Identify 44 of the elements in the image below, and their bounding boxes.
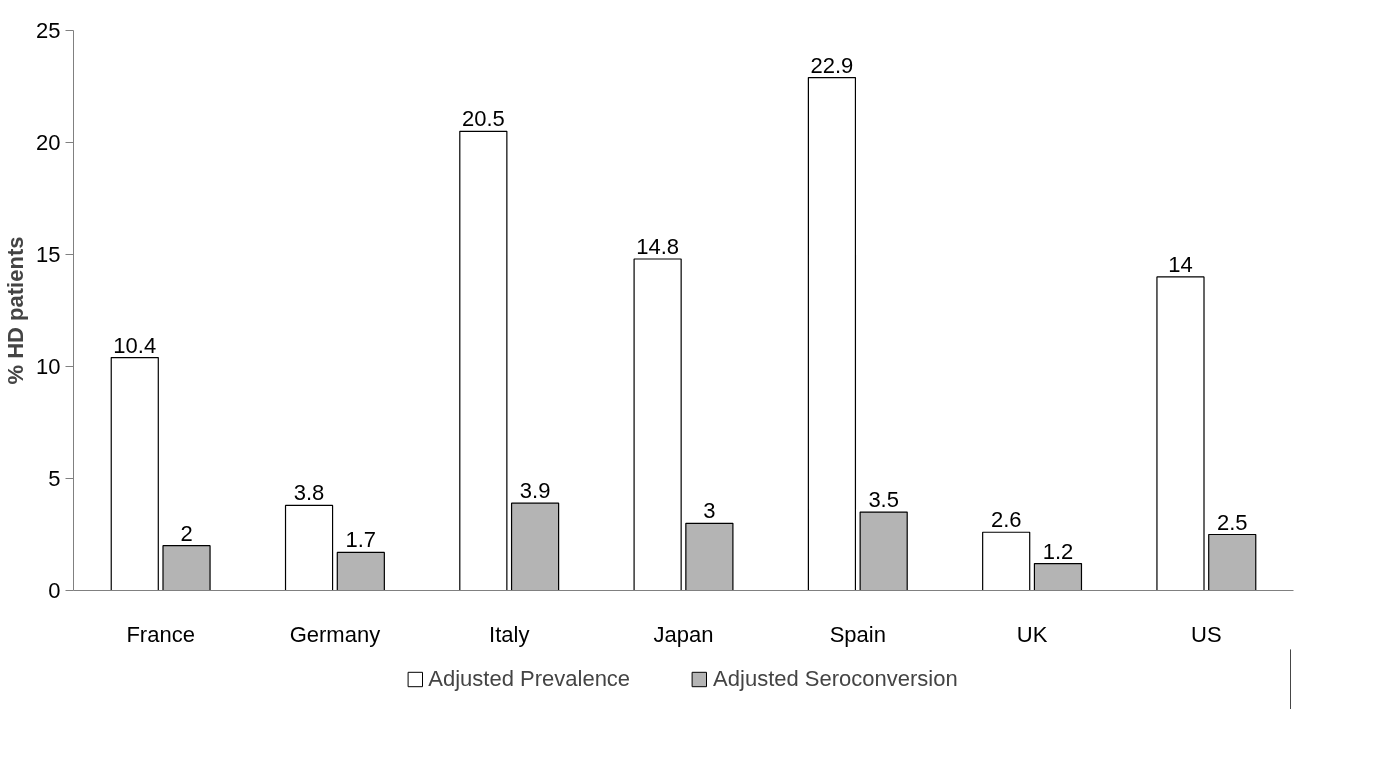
- data-label: 2.5: [1216, 509, 1248, 535]
- bar: [807, 76, 857, 591]
- data-label: 3.9: [519, 478, 551, 504]
- data-label: 2: [180, 520, 193, 546]
- legend-label: Adjusted Seroconversion: [713, 666, 958, 692]
- data-label: 14: [1168, 251, 1193, 277]
- y-tick-label: 15: [36, 242, 61, 267]
- data-label: 3: [703, 498, 716, 524]
- bar: [1208, 533, 1257, 591]
- bar: [510, 502, 560, 591]
- x-tick-label: Italy: [489, 621, 530, 647]
- y-axis-title: % HD patients: [3, 236, 29, 385]
- bar: [336, 551, 385, 591]
- data-label: 3.5: [868, 487, 899, 513]
- data-label: 1.2: [1042, 538, 1074, 564]
- y-tick-label: 20: [36, 130, 61, 155]
- bar: [1033, 563, 1083, 591]
- bar: [110, 356, 159, 591]
- y-tick-label: 5: [48, 466, 61, 491]
- bar: [685, 522, 734, 591]
- y-tick-label: 25: [36, 18, 61, 43]
- x-tick-label: Japan: [653, 621, 714, 647]
- x-tick-label: US: [1191, 621, 1222, 647]
- x-tick-label: Germany: [289, 621, 381, 647]
- data-label: 3.8: [293, 480, 325, 506]
- bar: [162, 545, 211, 591]
- legend-label: Adjusted Prevalence: [428, 666, 631, 692]
- y-tick-label: 10: [36, 354, 61, 379]
- data-label: 2.6: [990, 507, 1022, 533]
- x-tick-label: France: [126, 621, 195, 647]
- x-tick-label: UK: [1016, 621, 1048, 647]
- y-tick-label: 0: [48, 578, 61, 603]
- bar: [284, 504, 334, 591]
- bar: [633, 258, 682, 591]
- data-label: 10.4: [113, 332, 157, 358]
- data-label: 20.5: [461, 106, 505, 132]
- data-label: 1.7: [345, 527, 377, 553]
- bar: [1156, 276, 1205, 591]
- bar: [982, 531, 1031, 591]
- bar: [459, 130, 508, 591]
- x-tick-label: Spain: [829, 621, 886, 647]
- bar: [859, 511, 908, 591]
- data-label: 14.8: [636, 233, 680, 259]
- data-label: 22.9: [810, 52, 854, 78]
